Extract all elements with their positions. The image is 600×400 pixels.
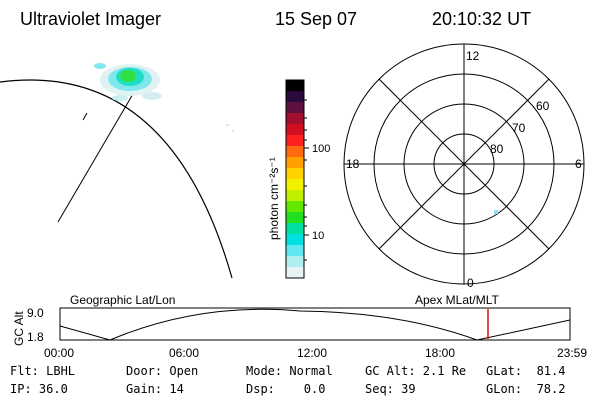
colorbar-tick-label: 10	[312, 230, 324, 242]
colorbar-cell	[286, 179, 304, 191]
timeline-right-label: Apex MLat/MLT	[415, 293, 499, 307]
dsp-readout: Dsp: 0.0	[246, 382, 326, 396]
colorbar-frame	[285, 79, 305, 279]
y-tick-label: 9.0	[27, 306, 44, 320]
timeline-axis-title: GC Alt	[12, 311, 26, 346]
timeline-frame	[59, 307, 571, 341]
colorbar-cell	[286, 245, 304, 257]
polar-emission-spot	[494, 210, 498, 214]
x-tick-label: 18:00	[425, 346, 455, 360]
door-readout: Door: Open	[126, 364, 199, 378]
mlat-label-70: 70	[512, 121, 526, 135]
instrument-title: Ultraviolet Imager	[20, 9, 161, 29]
colorbar-cell	[286, 267, 304, 279]
polar-diagonal	[378, 78, 550, 250]
x-tick-label: 23:59	[557, 346, 587, 360]
glat-readout: GLat: 81.4	[486, 364, 566, 378]
filter-readout: Flt: LBHL	[10, 364, 76, 378]
colorbar-cell	[286, 190, 304, 202]
mlt-label-0: 0	[467, 276, 474, 290]
colorbar: 100 10 photon cm⁻²s⁻¹	[267, 79, 330, 279]
time-label: 20:10:32 UT	[432, 9, 531, 29]
earth-image-panel	[0, 63, 234, 279]
polar-plot	[343, 43, 585, 285]
mlat-label-80: 80	[490, 142, 504, 156]
colorbar-cell	[286, 124, 304, 136]
mlt-label-18: 18	[346, 157, 360, 171]
colorbar-cell	[286, 168, 304, 180]
x-tick-label: 06:00	[169, 346, 199, 360]
colorbar-cell	[286, 80, 304, 92]
orbit-timeline: Geographic Lat/Lon Apex MLat/MLT GC Alt …	[12, 293, 587, 360]
colorbar-cell	[286, 135, 304, 147]
seq-readout: Seq: 39	[365, 382, 416, 396]
colorbar-unit-label: photon cm⁻²s⁻¹	[267, 157, 281, 240]
mlat-label-60: 60	[536, 99, 550, 113]
limb-tick	[82, 112, 88, 121]
aurora-emission	[94, 63, 234, 132]
mlt-label-6: 6	[575, 157, 582, 171]
earth-limb	[0, 79, 233, 279]
colorbar-tick-label: 100	[312, 143, 330, 155]
colorbar-cell	[286, 212, 304, 224]
x-tick-label: 12:00	[297, 346, 327, 360]
y-tick-label: 1.8	[27, 330, 44, 344]
glon-readout: GLon: 78.2	[486, 382, 566, 396]
colorbar-cell	[286, 146, 304, 158]
colorbar-cell	[286, 223, 304, 235]
colorbar-cell	[286, 201, 304, 213]
x-tick-label: 00:00	[44, 346, 74, 360]
timeline-left-label: Geographic Lat/Lon	[70, 293, 175, 307]
date-label: 15 Sep 07	[275, 9, 357, 29]
mode-readout: Mode: Normal	[246, 364, 333, 378]
colorbar-cell	[286, 113, 304, 125]
colorbar-cell	[286, 157, 304, 169]
colorbar-cell	[286, 256, 304, 268]
ip-readout: IP: 36.0	[10, 382, 68, 396]
colorbar-cell	[286, 91, 304, 103]
gc-alt-readout: GC Alt: 2.1 Re	[365, 364, 467, 378]
colorbar-cell	[286, 234, 304, 246]
altitude-curve	[59, 308, 571, 341]
colorbar-cell	[286, 102, 304, 114]
mlt-label-12: 12	[466, 49, 480, 63]
gain-readout: Gain: 14	[126, 382, 184, 396]
